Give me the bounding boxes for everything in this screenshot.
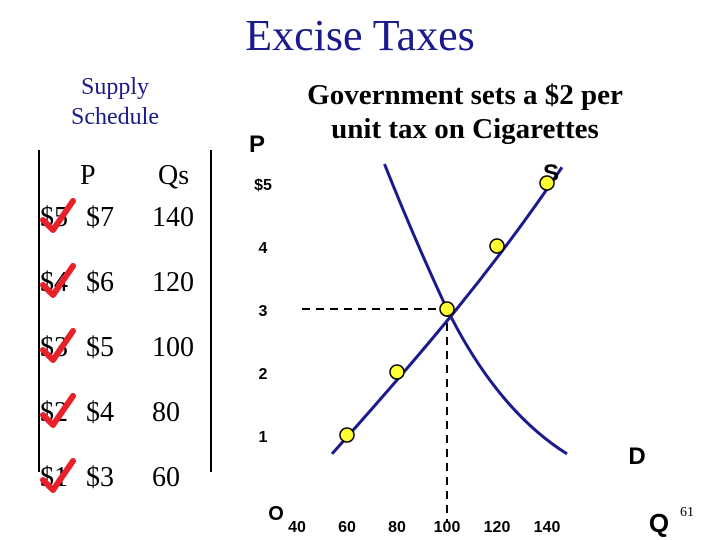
supply-label-line2: Schedule [71,104,159,130]
new-price: $3 [86,462,114,493]
supply-point-marker [389,364,405,380]
quantity-supplied: 140 [152,202,194,233]
supply-point-marker [489,238,505,254]
check-mark-icon [40,393,76,428]
supply-label-line1: Supply [80,74,149,100]
new-price: $4 [86,397,114,428]
y-axis-label: P [249,131,265,158]
check-mark-icon [40,263,76,298]
quantity-supplied: 60 [152,462,180,493]
page-title: Excise Taxes [245,11,475,60]
tax-annotation-line2: unit tax on Cigarettes [331,113,599,145]
supply-point-marker [539,175,555,191]
x-axis-label: Q [649,508,669,538]
tax-annotation: Government sets a $2 per unit tax on Cig… [270,78,660,146]
y-tick-label: 4 [259,240,268,257]
new-price: $7 [86,202,114,233]
header-qs: Qs [158,160,190,191]
y-tick-label: 3 [259,303,268,320]
quantity-supplied: 100 [152,332,194,363]
x-tick-label: 120 [484,519,511,536]
demand-curve [383,163,568,456]
page-number: 61 [680,505,694,520]
check-mark-icon [40,328,76,363]
x-tick-label: 80 [388,519,406,536]
new-price: $6 [86,267,114,298]
y-tick-label: 1 [259,429,268,446]
new-price: $5 [86,332,114,363]
check-mark-icon [40,198,76,233]
y-tick-label: 2 [259,366,268,383]
y-tick-label: $5 [254,177,272,194]
supply-point-marker [339,427,355,443]
x-tick-label: 60 [338,519,356,536]
supply-curve [330,166,564,455]
demand-curve-label: D [628,443,645,470]
supply-schedule-label: Supply Schedule [40,72,190,132]
supply-schedule-table: P Qs $5 $7 140 $4 $6 120 $3 $5 100 $2 $4 80 $1 $3 60 [38,150,212,493]
tax-annotation-line1: Government sets a $2 per [307,79,623,111]
x-tick-label: 140 [534,519,561,536]
quantity-supplied: 120 [152,267,194,298]
x-tick-label: 100 [434,519,461,536]
header-price: P [80,160,96,191]
check-mark-icon [40,458,76,493]
x-tick-label: 40 [288,519,306,536]
supply-point-marker [439,301,455,317]
quantity-supplied: 80 [152,397,180,428]
origin-label: O [268,503,284,525]
